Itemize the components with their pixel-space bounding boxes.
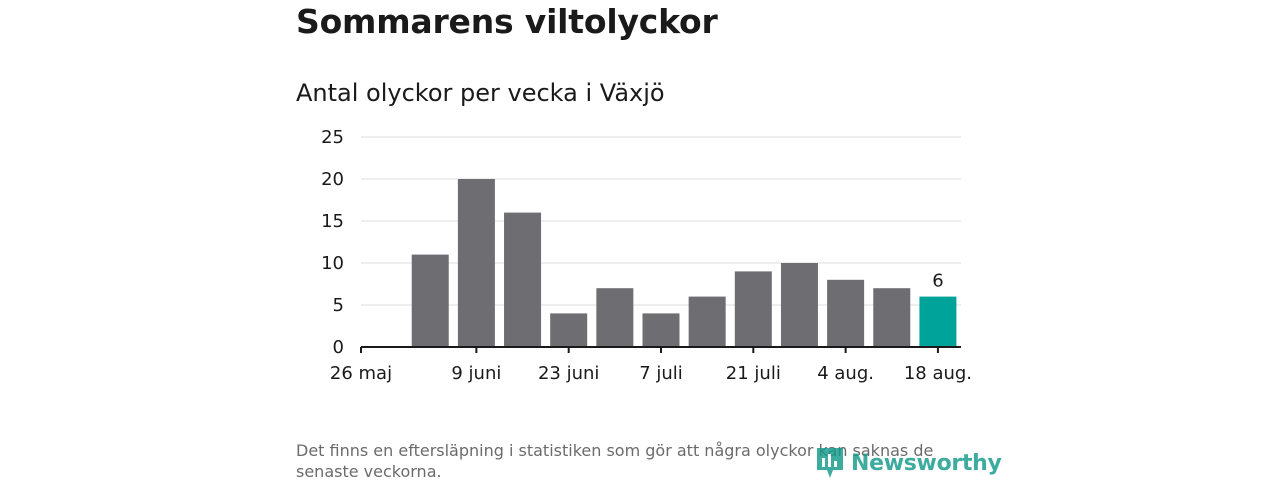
bar [780, 263, 818, 347]
bar [411, 254, 449, 347]
bar [642, 313, 680, 347]
bar [873, 288, 911, 347]
x-tick-label: 7 juli [639, 363, 683, 384]
bar [827, 279, 865, 347]
y-tick-label: 0 [333, 337, 344, 358]
x-tick-label: 9 juni [451, 363, 501, 384]
bar [457, 179, 495, 347]
chart-subtitle: Antal olyckor per vecka i Växjö [296, 79, 665, 107]
bar-chart: 0 5 10 15 20 25 6 26 maj 9 juni 23 juni 7 juli 21 j… [321, 127, 972, 384]
y-tick-label: 10 [321, 253, 344, 274]
x-tick-label: 23 juni [538, 363, 599, 384]
newsworthy-logo: Newsworthy [815, 446, 1002, 480]
bar [688, 296, 726, 347]
x-tick-label: 26 maj [330, 363, 392, 384]
bar [734, 271, 772, 347]
bar [504, 212, 542, 347]
y-tick-label: 15 [321, 211, 344, 232]
y-tick-label: 5 [333, 295, 344, 316]
footnote: Det finns en eftersläpning i statistiken… [296, 441, 934, 481]
y-tick-label: 20 [321, 169, 344, 190]
x-tick-label: 21 juli [726, 363, 781, 384]
logo-text: Newsworthy [851, 450, 1002, 476]
data-label: 6 [932, 271, 943, 292]
bar [596, 288, 634, 347]
bar-chart-pin-icon [817, 448, 843, 478]
x-tick-label: 18 aug. [904, 363, 972, 384]
x-tick-label: 4 aug. [817, 363, 874, 384]
bar [550, 313, 588, 347]
bar [919, 296, 957, 347]
y-tick-label: 25 [321, 127, 344, 148]
chart-title: Sommarens viltolyckor [296, 2, 718, 41]
